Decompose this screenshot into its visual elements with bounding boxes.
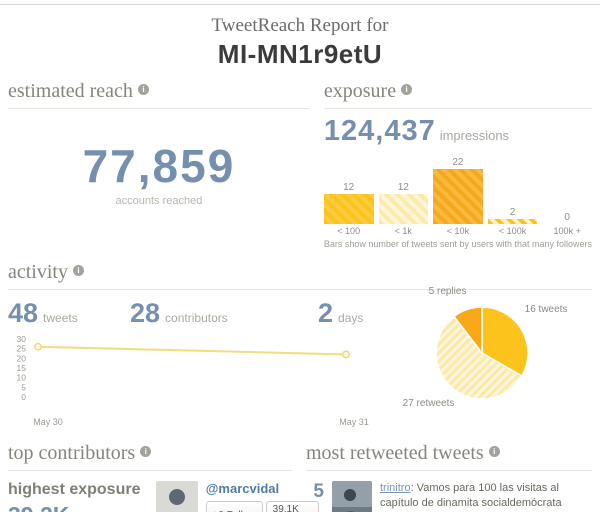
person-icon — [155, 481, 198, 512]
tweet-text: trinitro: Vamos para 100 las visitas al … — [380, 482, 583, 512]
bar-0: 12 — [323, 182, 374, 224]
svg-text:20: 20 — [17, 353, 27, 363]
svg-text:5: 5 — [21, 382, 26, 392]
tweet-avatar[interactable] — [332, 481, 372, 512]
pie-chart: 5 replies 16 tweets 27 retweets — [402, 286, 592, 430]
svg-text:10: 10 — [17, 373, 27, 383]
retweet-count: 5 — [313, 481, 324, 502]
pie-label-tweets: 16 tweets — [524, 304, 568, 315]
bar-category-label: 100k + — [553, 226, 581, 236]
pie-label-replies: 5 replies — [428, 286, 467, 297]
svg-text:25: 25 — [17, 344, 27, 354]
top-contributors-title: top contributors — [8, 442, 136, 464]
pie-slice-tweets — [480, 306, 529, 378]
contributor-avatar[interactable] — [155, 481, 198, 512]
tweet-author-link[interactable]: trinitro — [380, 482, 411, 494]
pie-slice-replies — [452, 306, 483, 356]
most-retweeted-heading: most retweeted tweets — [306, 442, 592, 471]
tweet-text-1: : Vamos para 100 las visitas al capítulo… — [380, 482, 562, 512]
svg-text:May 31: May 31 — [339, 417, 369, 427]
top-contributors-section: top contributors highest exposure 39.2Ki… — [8, 442, 320, 512]
pie-chart-svg — [434, 306, 529, 400]
impressions-unit: impressions — [439, 128, 510, 143]
highest-exposure-metric: highest exposure 39.2Kimpressions — [8, 481, 142, 512]
svg-text:May 30: May 30 — [33, 417, 63, 427]
bar-category-label: < 10k — [446, 226, 470, 236]
bar-1: 12 — [378, 182, 429, 224]
stat-contributors-label: contributors — [165, 311, 228, 325]
impressions-value: 124,437 — [323, 115, 436, 147]
metric-value: 39.2K — [8, 502, 69, 512]
svg-text:15: 15 — [17, 363, 27, 373]
bar-4: 0 — [564, 212, 570, 223]
activity-heading: activity — [8, 261, 592, 290]
activity-title: activity — [8, 261, 68, 283]
bar-3: 2 — [487, 207, 538, 224]
info-icon[interactable] — [401, 84, 413, 95]
info-icon[interactable] — [140, 446, 152, 457]
report-subtitle: TweetReach Report for — [211, 15, 389, 36]
exposure-heading: exposure — [323, 80, 592, 109]
stat-days-label: days — [338, 311, 364, 325]
info-icon[interactable] — [488, 446, 500, 457]
bar-chart-categories: < 100 < 1k < 10k < 100k 100k + — [324, 226, 592, 236]
stat-tweets: 48 tweets — [8, 298, 130, 329]
pie-slice-retweets — [434, 315, 523, 400]
bar-chart: 12 12 22 2 0 — [323, 154, 592, 224]
stat-days: 2 days — [318, 298, 403, 329]
contributor-card: @marcvidal Follow 39.1K followers — [155, 481, 320, 512]
stat-days-value: 2 — [318, 298, 334, 328]
follow-button[interactable]: Follow — [205, 501, 263, 512]
follow-button-label: Follow — [227, 510, 256, 512]
activity-stats: 48 tweets 28 contributors 2 days — [8, 298, 403, 329]
bar-chart-caption: Bars show number of tweets sent by users… — [323, 239, 592, 249]
tweet-item: 5 trinitro: Vamos para 100 las visitas a… — [306, 481, 592, 512]
info-icon[interactable] — [137, 84, 149, 95]
svg-text:0: 0 — [21, 392, 26, 402]
bar-category-label: < 100 — [337, 226, 361, 236]
contributor-handle-link[interactable]: @marcvidal — [205, 481, 280, 496]
metric-label: highest exposure — [8, 481, 141, 498]
stat-contributors: 28 contributors — [130, 298, 318, 329]
report-header: TweetReach Report for MI-MN1r9etU — [0, 5, 600, 70]
estimated-reach-heading: estimated reach — [8, 80, 310, 109]
info-icon[interactable] — [72, 265, 84, 276]
exposure-title: exposure — [323, 80, 397, 102]
report-title: MI-MN1r9etU — [217, 39, 383, 69]
most-retweeted-title: most retweeted tweets — [306, 442, 484, 464]
estimated-reach-title: estimated reach — [8, 80, 133, 102]
svg-text:30: 30 — [17, 334, 27, 344]
stat-tweets-value: 48 — [8, 298, 39, 328]
top-contributors-heading: top contributors — [8, 442, 292, 471]
most-retweeted-section: most retweeted tweets 5 trinitro: Vamos … — [306, 442, 592, 512]
activity-section: activity 48 tweets 28 contributors 2 day… — [8, 261, 592, 436]
stat-contributors-value: 28 — [130, 298, 161, 328]
reach-label: accounts reached — [115, 195, 203, 207]
bar-category-label: < 1k — [394, 226, 412, 236]
stat-tweets-label: tweets — [43, 311, 78, 325]
reach-value: 77,859 — [82, 140, 236, 192]
estimated-reach-section: estimated reach 77,859 accounts reached — [8, 80, 310, 249]
bar-category-label: < 100k — [498, 226, 527, 236]
person-icon — [332, 481, 372, 512]
pie-label-retweets: 27 retweets — [402, 398, 455, 409]
bar-2: 22 — [433, 157, 483, 224]
twitter-follow-widget: Follow 39.1K followers — [205, 501, 320, 512]
followers-count[interactable]: 39.1K followers — [265, 501, 320, 512]
